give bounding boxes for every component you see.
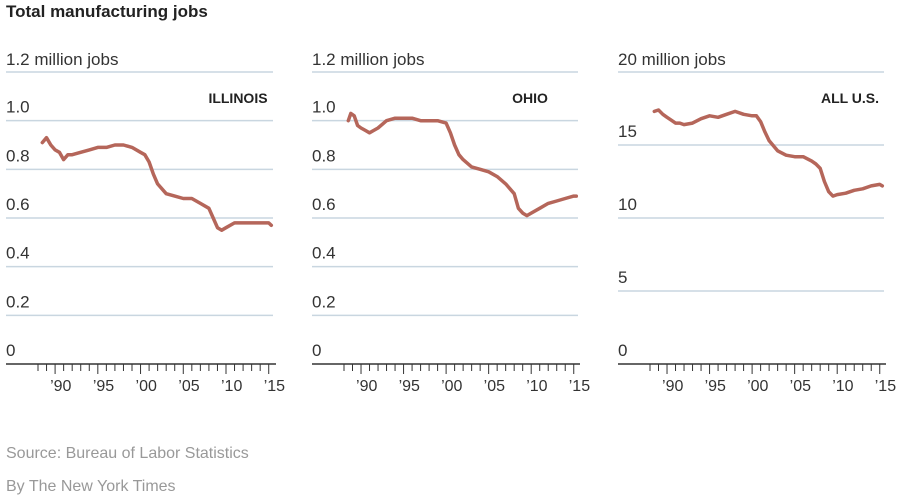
y-tick-label-ohio-3: 0.6 bbox=[312, 195, 336, 214]
y-tick-label-illinois-5: 1.0 bbox=[6, 98, 30, 117]
x-tick-label-ohio-4: ’10 bbox=[526, 378, 547, 395]
series-line-ohio bbox=[346, 111, 579, 218]
y-tick-label-illinois-3: 0.6 bbox=[6, 195, 30, 214]
y-tick-label-ohio-1: 0.2 bbox=[312, 292, 336, 311]
y-tick-label-all-us-3: 15 bbox=[618, 122, 637, 141]
x-tick-label-ohio-3: ’05 bbox=[484, 378, 505, 395]
x-tick-label-ohio-5: ’15 bbox=[569, 378, 590, 395]
small-multiples-charts: 1.2 million jobs 0 0.2 0.4 0.6 0.8 1.0 ’90 ’95 ’0… bbox=[6, 50, 896, 395]
y-tick-label-illinois-0: 0 bbox=[6, 341, 15, 360]
x-tick-label-ohio-0: ’90 bbox=[356, 378, 377, 395]
x-tick-label-illinois-4: ’10 bbox=[221, 378, 242, 395]
y-tick-label-illinois-2: 0.4 bbox=[6, 244, 30, 263]
x-tick-label-all-us-4: ’10 bbox=[832, 378, 853, 395]
x-tick-label-all-us-5: ’15 bbox=[875, 378, 896, 395]
x-tick-label-illinois-5: ’15 bbox=[264, 378, 285, 395]
panel-label-illinois: ILLINOIS bbox=[208, 90, 267, 106]
x-tick-label-illinois-3: ’05 bbox=[178, 378, 199, 395]
chart-title: Total manufacturing jobs bbox=[6, 2, 208, 21]
x-tick-label-ohio-1: ’95 bbox=[399, 378, 420, 395]
y-tick-label-ohio-0: 0 bbox=[312, 341, 321, 360]
series-line-all-us bbox=[652, 108, 885, 198]
byline: By The New York Times bbox=[6, 478, 176, 495]
unit-label-all-us: 20 million jobs bbox=[618, 50, 726, 69]
x-tick-label-illinois-2: ’00 bbox=[136, 378, 157, 395]
x-tick-label-all-us-2: ’00 bbox=[747, 378, 768, 395]
y-tick-label-all-us-2: 10 bbox=[618, 195, 637, 214]
x-tick-label-ohio-2: ’00 bbox=[441, 378, 462, 395]
panel-label-all-us: ALL U.S. bbox=[821, 90, 879, 106]
y-tick-label-ohio-4: 0.8 bbox=[312, 146, 336, 165]
unit-label-ohio: 1.2 million jobs bbox=[312, 50, 424, 69]
panel-label-ohio: OHIO bbox=[512, 90, 548, 106]
unit-label-illinois: 1.2 million jobs bbox=[6, 50, 118, 69]
source-note: Source: Bureau of Labor Statistics bbox=[6, 445, 249, 462]
y-tick-label-ohio-5: 1.0 bbox=[312, 98, 336, 117]
x-tick-label-all-us-0: ’90 bbox=[662, 378, 683, 395]
x-tick-label-illinois-0: ’90 bbox=[50, 378, 71, 395]
x-tick-label-all-us-3: ’05 bbox=[790, 378, 811, 395]
x-tick-label-illinois-1: ’95 bbox=[93, 378, 114, 395]
y-tick-label-illinois-4: 0.8 bbox=[6, 146, 30, 165]
y-tick-label-ohio-2: 0.4 bbox=[312, 244, 336, 263]
y-tick-label-illinois-1: 0.2 bbox=[6, 292, 30, 311]
x-tick-label-all-us-1: ’95 bbox=[705, 378, 726, 395]
y-tick-label-all-us-0: 0 bbox=[618, 341, 627, 360]
series-line-illinois bbox=[40, 135, 274, 232]
y-tick-label-all-us-1: 5 bbox=[618, 268, 627, 287]
